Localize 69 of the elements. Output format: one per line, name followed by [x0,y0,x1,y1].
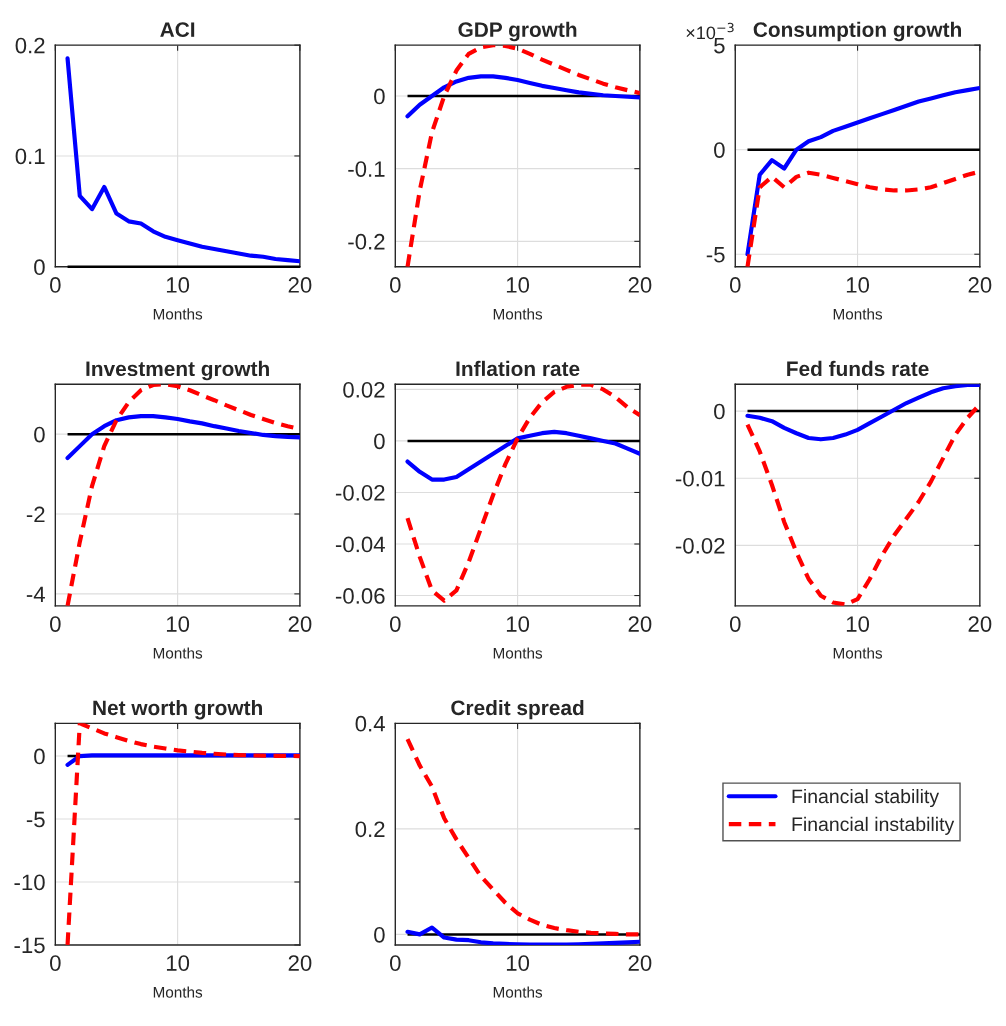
y-tick-label: 0 [34,259,45,276]
y-tick-label: 0.2 [15,37,45,54]
chart-title: Consumption growth [753,21,961,42]
y-tick-label: -0.04 [335,536,385,553]
x-tick-label: 0 [729,277,741,293]
x-tick-label: 10 [846,277,870,293]
y-tick-label: 0 [714,403,725,420]
y-tick-label: 0 [374,433,385,450]
x-tick-label: 20 [628,277,652,293]
chart-title: Inflation rate [456,360,580,377]
x-axis-title: Months [153,647,203,659]
x-tick-label: 10 [506,955,530,971]
y-tick-label: 0.02 [343,381,385,398]
x-tick-label: 0 [389,955,401,971]
chart-title: GDP growth [458,21,577,42]
legend-label: Financial stability [792,788,940,808]
legend-label: Financial instability [792,816,955,835]
x-tick-label: 20 [968,277,992,293]
x-axis-title: Months [493,986,543,998]
y-tick-label: 0.4 [355,715,385,732]
x-tick-label: 0 [50,616,61,632]
y-tick-label: -0.06 [335,588,385,604]
x-axis-title: Months [493,647,543,659]
x-tick-label: 0 [50,955,61,971]
x-axis-title: Months [153,986,203,998]
x-tick-label: 20 [288,616,312,632]
x-axis-title: Months [833,308,883,320]
y-tick-label: 0 [374,926,385,943]
y-tick-label: -5 [26,811,45,828]
y-tick-label: 0 [714,142,725,158]
x-tick-label: 20 [628,955,652,971]
y-tick-label: -15 [14,937,45,954]
x-tick-label: 10 [506,277,530,293]
x-axis-title: Months [153,308,203,320]
y-tick-label: -0.02 [675,537,725,554]
chart-title: Investment growth [86,360,269,381]
x-tick-label: 20 [968,616,992,632]
y-tick-label: -4 [26,586,45,602]
y-tick-label: -0.02 [335,485,385,501]
x-tick-label: 10 [506,616,530,632]
x-tick-label: 0 [729,616,741,632]
y-tick-label: -10 [14,874,45,891]
chart-title: Fed funds rate [787,360,929,377]
x-axis-title: Months [493,308,543,320]
y-tick-label: -5 [706,246,725,263]
x-tick-label: 10 [166,616,190,632]
y-tick-label: -0.2 [348,233,385,250]
y-tick-label: 0.2 [355,821,385,838]
x-tick-label: 0 [389,616,401,632]
chart-title: Net worth growth [93,699,262,720]
x-tick-label: 20 [628,616,652,632]
y-tick-label: 0 [34,426,45,443]
y-tick-label: 5 [714,37,725,54]
y-tick-label: 0 [34,748,45,765]
x-axis-title: Months [833,647,883,659]
y-tick-label: 0.1 [15,148,45,165]
chart-title: ACI [160,22,195,38]
x-tick-label: 20 [288,955,312,971]
y-tick-label: -0.01 [675,470,725,487]
y-tick-label: -2 [26,506,45,523]
y-tick-label: 0 [374,88,385,105]
x-tick-label: 10 [166,277,190,293]
x-tick-label: 10 [846,616,870,632]
x-tick-label: 20 [288,277,312,293]
x-tick-label: 10 [166,955,190,971]
y-tick-label: -0.1 [348,161,385,177]
chart-title: Credit spread [451,699,584,720]
x-tick-label: 0 [389,277,401,293]
x-tick-label: 0 [50,277,61,293]
